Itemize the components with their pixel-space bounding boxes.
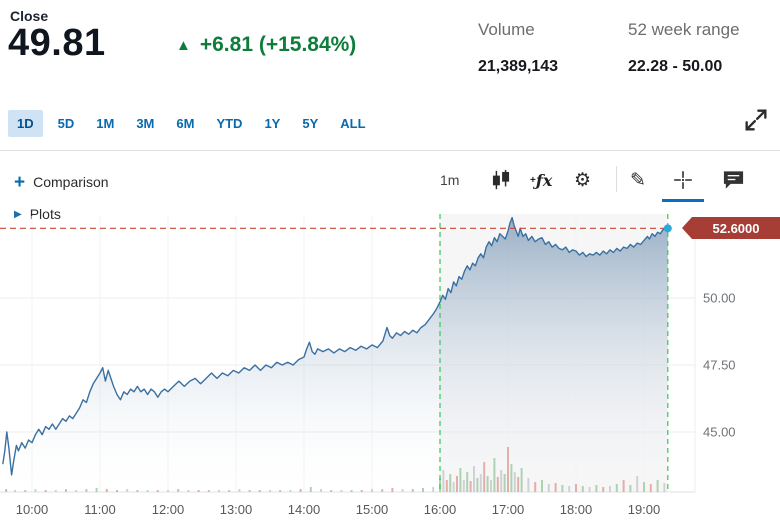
x-axis-label: 19:00 [628, 502, 661, 517]
volume-value: 21,389,143 [478, 58, 559, 75]
draw-pencil-icon[interactable]: ✎ [630, 169, 646, 191]
close-price: 49.81 [8, 22, 106, 64]
tab-1d[interactable]: 1D [8, 110, 43, 137]
52-week-range-value: 22.28 - 50.00 [628, 58, 723, 75]
tab-5d[interactable]: 5D [57, 116, 75, 131]
comparison-label: Comparison [33, 174, 109, 190]
time-range-tabs: 1D 5D 1M 3M 6M YTD 1Y 5Y ALL [8, 110, 373, 137]
fullscreen-expand-icon[interactable] [742, 106, 770, 134]
price-chart[interactable]: 50.00 47.50 45.00 10:00 11:00 12:00 13:00 14:00… [0, 210, 780, 524]
function-fx-icon[interactable]: + ƒx [530, 166, 552, 194]
plots-toggle[interactable]: ▶ Plots [14, 206, 61, 222]
tab-1y[interactable]: 1Y [264, 116, 281, 131]
up-triangle-icon: ▲ [176, 36, 191, 54]
y-axis-label: 47.50 [703, 358, 736, 373]
x-axis-label: 14:00 [288, 502, 321, 517]
tab-ytd[interactable]: YTD [216, 116, 243, 131]
x-axis-label: 17:00 [492, 502, 525, 517]
tab-5y[interactable]: 5Y [302, 116, 319, 131]
interval-selector[interactable]: 1m [440, 172, 460, 188]
comments-icon[interactable] [722, 166, 745, 194]
close-label: Close [10, 8, 49, 24]
divider [0, 150, 780, 151]
change-text: +6.81 (+15.84%) [199, 33, 357, 56]
volume-label: Volume [478, 20, 535, 39]
x-axis-label: 10:00 [16, 502, 49, 517]
tab-1m[interactable]: 1M [96, 116, 115, 131]
crosshair-active-indicator [662, 199, 704, 202]
tab-3m[interactable]: 3M [136, 116, 155, 131]
fx-label: ƒx [535, 170, 553, 190]
comparison-button[interactable]: + Comparison [14, 168, 109, 196]
triangle-right-icon: ▶ [14, 208, 22, 220]
toolbar-divider [616, 166, 617, 192]
tab-6m[interactable]: 6M [176, 116, 195, 131]
candlestick-chart-icon[interactable] [490, 166, 512, 194]
52-week-range-label: 52 week range [628, 20, 740, 39]
x-axis-label: 18:00 [560, 502, 593, 517]
x-axis-label: 12:00 [152, 502, 185, 517]
settings-gear-icon[interactable]: ⚙ [574, 169, 592, 191]
x-axis-label: 15:00 [356, 502, 389, 517]
fx-plus: + [530, 174, 536, 186]
x-axis-label: 13:00 [220, 502, 253, 517]
tab-all[interactable]: ALL [340, 116, 366, 131]
x-axis-label: 16:00 [424, 502, 457, 517]
x-axis-label: 11:00 [84, 502, 116, 517]
crosshair-icon[interactable] [672, 166, 694, 194]
plots-label: Plots [29, 206, 61, 222]
price-change: ▲ +6.81 (+15.84%) [176, 33, 356, 57]
plus-icon: + [14, 171, 26, 193]
y-axis-label: 50.00 [703, 291, 736, 306]
y-axis-label: 45.00 [703, 425, 736, 440]
last-price-flag: 52.6000 [682, 217, 780, 240]
